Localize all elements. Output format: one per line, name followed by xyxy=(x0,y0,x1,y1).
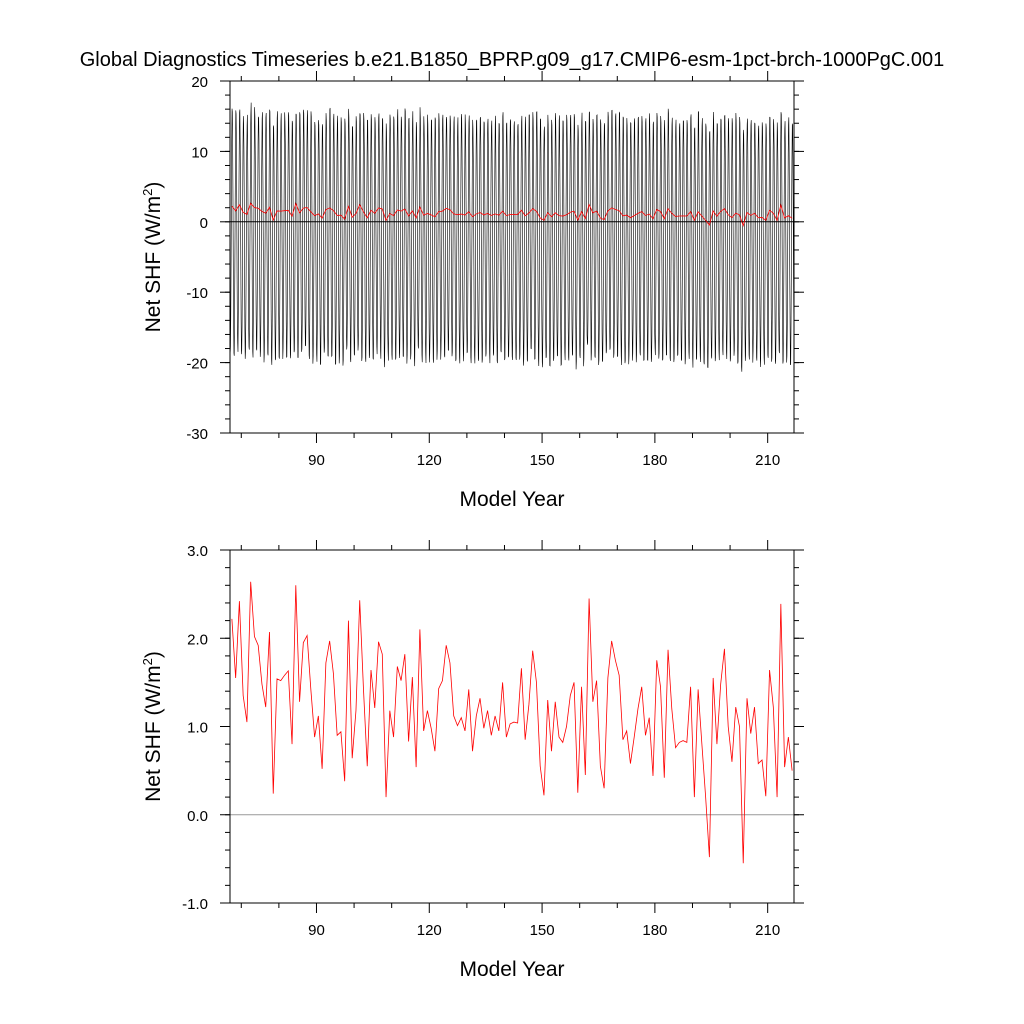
x-tick-label: 90 xyxy=(308,922,325,939)
y-tick-label: -30 xyxy=(186,426,208,443)
x-tick-label: 120 xyxy=(417,452,442,469)
x-tick-label: 120 xyxy=(417,922,442,939)
x-tick-label: 210 xyxy=(755,922,780,939)
x-tick-label: 180 xyxy=(642,922,667,939)
x-tick-label: 90 xyxy=(308,452,325,469)
y-tick-label: 0 xyxy=(200,215,208,232)
x-tick-label: 150 xyxy=(530,452,555,469)
y-tick-label: 0.0 xyxy=(187,808,208,825)
y-axis-label: Net SHF (W/m2) xyxy=(140,182,165,333)
annual-panel: 90 120 150 180 210 -1.0 0.0 1.0 2.0 3.0 Model Year… xyxy=(140,540,804,981)
chart-title: Global Diagnostics Timeseries b.e21.B185… xyxy=(80,49,945,71)
x-tick-label: 210 xyxy=(755,452,780,469)
annual-mean-series-line xyxy=(231,202,793,228)
monthly-series-line xyxy=(229,102,795,372)
y-tick-label: 3.0 xyxy=(187,543,208,560)
y-tick-label: 1.0 xyxy=(187,720,208,737)
y-tick-label: -10 xyxy=(186,285,208,302)
plot-frame xyxy=(229,80,795,434)
y-tick-label: 2.0 xyxy=(187,631,208,648)
x-axis-label: Model Year xyxy=(459,488,564,511)
x-axis-label: Model Year xyxy=(459,958,564,981)
monthly-panel: 90 120 150 180 210 -30 -20 -10 0 10 20 Model Year Ne… xyxy=(140,71,804,511)
y-tick-label: 20 xyxy=(191,74,208,91)
x-tick-label: 180 xyxy=(642,452,667,469)
y-tick-label: -20 xyxy=(186,356,208,373)
y-axis-label: Net SHF (W/m2) xyxy=(140,651,165,802)
y-tick-label: -1.0 xyxy=(182,896,208,913)
annual-series-line xyxy=(231,581,793,864)
y-tick-label: 10 xyxy=(191,144,208,161)
x-tick-label: 150 xyxy=(530,922,555,939)
